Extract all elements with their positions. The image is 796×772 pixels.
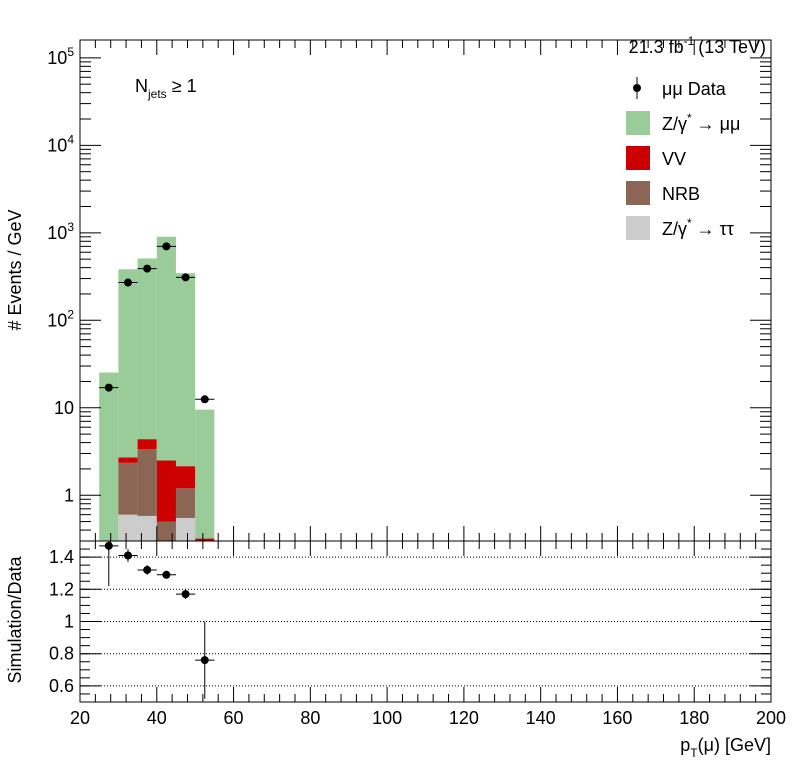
y-tick-label-2: 102: [47, 307, 74, 330]
data-point-2: [143, 264, 152, 273]
bar-z-bin-1: [118, 269, 138, 458]
bar-z-bin-2: [137, 258, 157, 440]
ratio-y-tick-label-1: 0.8: [49, 644, 74, 664]
ratio-axes: 0.6 0.8 1 1.2 1.4 20 40 60 80 100 120 140 160 180 200: [49, 540, 786, 728]
legend-swatch-4: [626, 216, 650, 240]
bar-z-bin-1: [118, 514, 138, 541]
x-tick-label-6: 140: [526, 708, 556, 728]
bar-nrb-bin-3: [156, 521, 176, 541]
x-tick-label-1: 40: [147, 708, 167, 728]
x-tick-label-7: 160: [602, 708, 632, 728]
y-tick-label-1: 10: [54, 398, 74, 418]
ratio-y-tick-label-3: 1.2: [49, 579, 74, 599]
bar-vv-bin-4: [175, 466, 196, 489]
bar-z-bin-3: [156, 236, 176, 461]
bar-vv-bin-5: [195, 538, 215, 541]
ratio-point-1: [123, 551, 132, 560]
data-points: [99, 242, 215, 404]
ratio-y-tick-label-2: 1: [64, 612, 74, 632]
ratio-gridlines: [80, 556, 771, 687]
selection-label: Njets ≥ 1: [135, 76, 197, 101]
data-point-1: [123, 278, 132, 287]
ratio-points: [99, 541, 215, 699]
ratio-point-2: [143, 565, 152, 574]
ratio-point-4: [181, 590, 190, 599]
bar-nrb-bin-4: [175, 488, 196, 518]
ratio-point-0: [104, 541, 113, 550]
legend-swatch-2: [626, 146, 650, 170]
y-tick-label-3: 103: [47, 220, 74, 243]
bar-z-bin-0: [99, 372, 119, 541]
data-point-4: [181, 273, 190, 282]
y-tick-label-5: 105: [47, 45, 74, 68]
x-axis-title: pT(μ) [GeV]: [680, 735, 771, 760]
bar-vv-bin-1: [118, 457, 138, 463]
bar-z-bin-4: [175, 517, 196, 541]
legend-label-2: VV: [662, 149, 686, 169]
ratio-point-5: [200, 656, 209, 665]
y-tick-label-0: 1: [64, 485, 74, 505]
legend-label-3: NRB: [662, 184, 700, 204]
legend-data-marker: [633, 84, 641, 92]
x-tick-label-8: 180: [679, 708, 709, 728]
x-tick-label-4: 100: [372, 708, 402, 728]
ratio-point-3: [162, 570, 171, 579]
data-point-0: [104, 383, 113, 392]
bar-z-bin-4: [175, 273, 196, 467]
legend-label-1: Z/γ* → μμ: [662, 111, 740, 134]
bar-nrb-bin-2: [137, 448, 157, 516]
bar-z-bin-2: [137, 515, 157, 541]
x-tick-label-0: 20: [70, 708, 90, 728]
stacked-bars: [99, 236, 215, 541]
legend-swatch-1: [626, 111, 650, 135]
ratio-y-tick-label-0: 0.6: [49, 676, 74, 696]
data-point-3: [162, 242, 171, 251]
top-axes: 1 10 102 103 104 105: [47, 39, 772, 542]
ratio-y-tick-label-4: 1.4: [49, 547, 74, 567]
x-tick-label-3: 80: [300, 708, 320, 728]
y-tick-label-4: 104: [47, 132, 74, 155]
bar-vv-bin-3: [156, 460, 176, 522]
data-point-5: [200, 395, 209, 404]
x-tick-label-5: 120: [449, 708, 479, 728]
bar-z-bin-5: [195, 409, 215, 539]
bar-nrb-bin-1: [118, 462, 138, 515]
legend-swatch-3: [626, 181, 650, 205]
legend-label-0: μμ Data: [662, 79, 727, 99]
legend: μμ Data Z/γ* → μμ VV NRB Z/γ* → ττ: [626, 77, 740, 240]
y-axis-title-top: # Events / GeV: [5, 209, 25, 330]
legend-label-4: Z/γ* → ττ: [662, 216, 734, 239]
y-axis-title-ratio: Simulation/Data: [5, 555, 25, 683]
bar-vv-bin-2: [137, 439, 157, 449]
x-tick-label-9: 200: [756, 708, 786, 728]
lumi-label: 21.3 fb-1 (13 TeV): [629, 34, 766, 57]
x-tick-label-2: 60: [224, 708, 244, 728]
